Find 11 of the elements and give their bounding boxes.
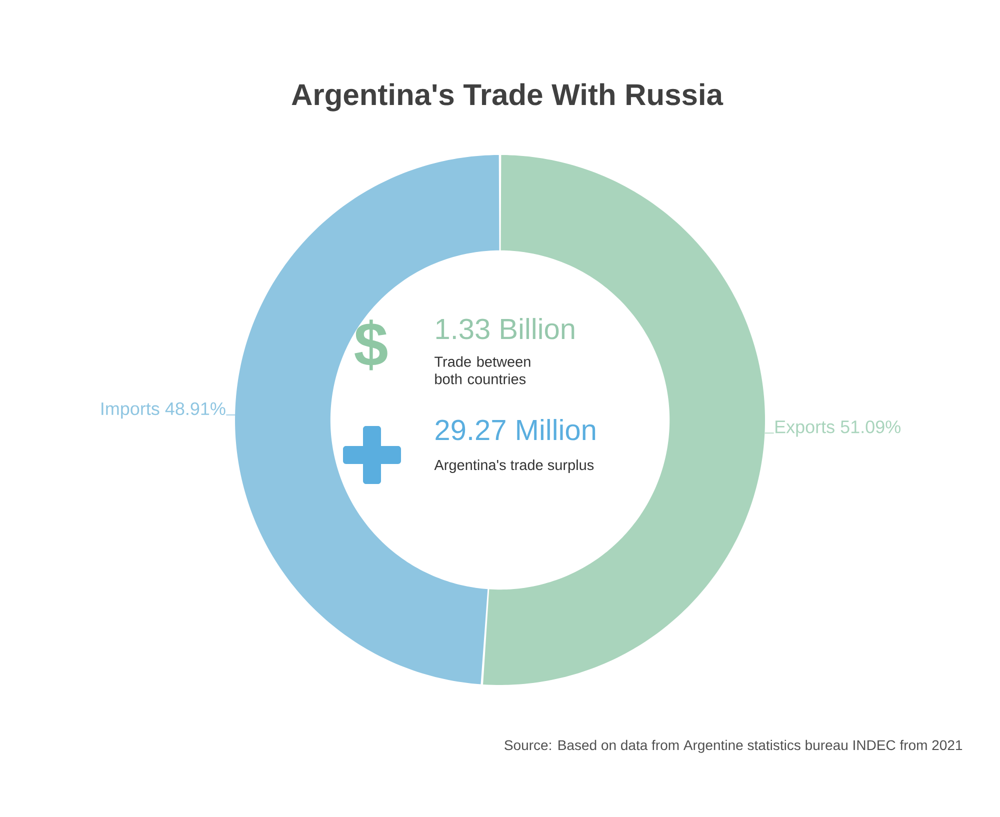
source-note: Source: Based on data from Argentine statistics bureau INDEC from 2021 <box>504 740 962 753</box>
text: $ <box>354 320 388 370</box>
chart-title: Argentina's Trade With Russia <box>292 83 724 112</box>
slice-label: Exports <box>776 420 834 437</box>
data-label: 51.09% <box>840 420 900 434</box>
text: 29.27 Million <box>436 418 596 440</box>
text: Trade between both countries <box>434 356 530 384</box>
slice-label: Imports <box>102 402 160 419</box>
data-label: 48.91% <box>165 402 226 416</box>
text: 1.33 Billion <box>436 318 574 340</box>
text: Argentina's trade surplus <box>434 459 594 474</box>
